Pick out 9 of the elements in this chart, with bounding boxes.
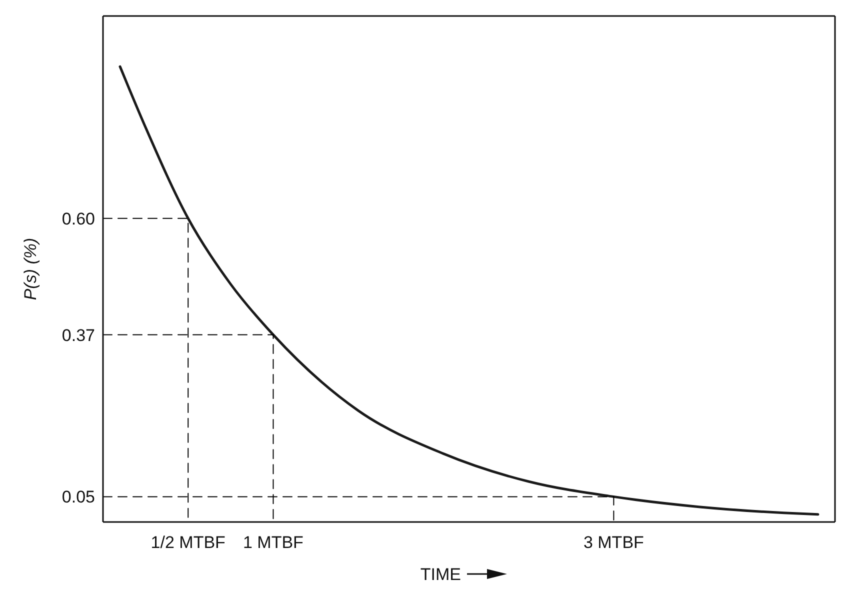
y-tick-label: 0.37 bbox=[62, 326, 95, 345]
x-tick-label: 3 MTBF bbox=[583, 533, 644, 552]
y-tick-label: 0.05 bbox=[62, 488, 95, 507]
y-axis-title: P(s) (%) bbox=[21, 238, 40, 300]
x-tick-label: 1/2 MTBF bbox=[150, 533, 226, 552]
x-tick-label: 1 MTBF bbox=[243, 533, 304, 552]
y-tick-label: 0.60 bbox=[62, 209, 95, 228]
line-series bbox=[118, 65, 820, 516]
x-axis-title: TIME bbox=[420, 565, 461, 584]
